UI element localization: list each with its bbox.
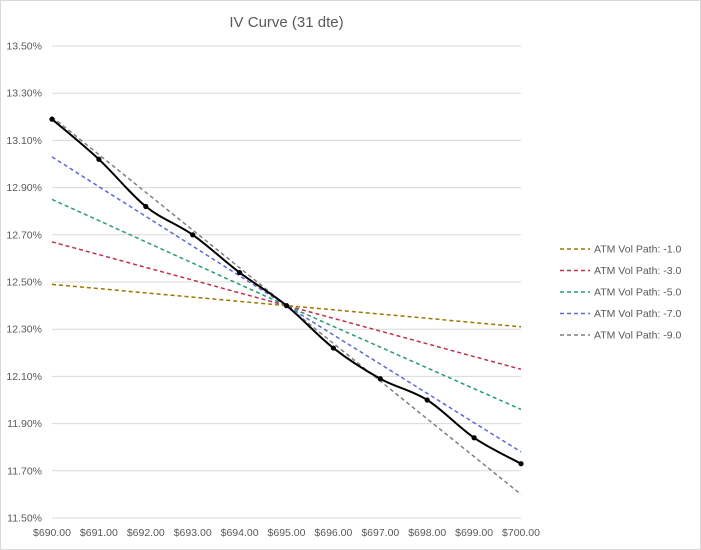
y-tick-label: 12.70% — [6, 229, 42, 241]
x-tick-label: $693.00 — [174, 527, 212, 539]
legend-label: ATM Vol Path: -3.0 — [594, 265, 682, 277]
x-tick-label: $694.00 — [221, 527, 259, 539]
y-tick-label: 11.50% — [7, 513, 42, 525]
x-axis-tick-labels: $690.00 $691.00 $692.00 $693.00 $694.00 $695.… — [33, 527, 540, 539]
y-tick-label: 12.50% — [6, 277, 42, 289]
iv-curve-point — [471, 435, 477, 441]
iv-curve-point — [49, 116, 55, 122]
y-tick-label: 12.30% — [6, 324, 42, 336]
y-tick-label: 13.50% — [6, 41, 42, 53]
x-tick-label: $695.00 — [268, 527, 306, 539]
legend-label: ATM Vol Path: -5.0 — [594, 287, 682, 299]
series-line-3 — [51, 198, 522, 411]
x-tick-label: $696.00 — [314, 527, 352, 539]
legend-label: ATM Vol Path: -9.0 — [594, 330, 682, 342]
iv-curve-point — [283, 303, 290, 309]
x-tick-label: $698.00 — [408, 527, 446, 539]
y-tick-label: 12.90% — [6, 182, 42, 194]
iv-curve-point — [237, 269, 243, 276]
iv-curve-point — [518, 461, 524, 467]
gridlines — [52, 45, 521, 519]
legend: ATM Vol Path: -1.0 ATM Vol Path: -3.0 ATM … — [560, 244, 682, 342]
x-tick-label: $691.00 — [80, 527, 118, 539]
iv-curve-point — [424, 397, 430, 403]
iv-curve-point — [143, 203, 149, 210]
x-tick-label: $700.00 — [502, 527, 540, 539]
y-tick-label: 13.30% — [6, 88, 42, 100]
iv-curve-point — [377, 376, 383, 382]
x-tick-label: $699.00 — [455, 527, 493, 539]
legend-label: ATM Vol Path: -7.0 — [594, 308, 682, 320]
chart-title: IV Curve (31 dte) — [229, 14, 343, 31]
legend-label: ATM Vol Path: -1.0 — [594, 244, 682, 256]
x-tick-label: $697.00 — [361, 527, 399, 539]
y-tick-label: 12.10% — [6, 371, 42, 383]
y-axis-tick-labels: 11.50% 11.70% 11.90% 12.10% 12.30% 12.50% 12.7… — [6, 41, 42, 525]
y-tick-label: 13.10% — [6, 135, 42, 147]
y-tick-label: 11.90% — [7, 418, 42, 430]
series-line-1 — [51, 283, 522, 328]
x-tick-label: $690.00 — [33, 527, 71, 539]
series-line-2 — [51, 241, 522, 371]
iv-curve-point — [190, 232, 196, 238]
iv-curve — [49, 116, 524, 467]
iv-curve-point — [96, 156, 102, 162]
y-tick-label: 11.70% — [7, 465, 42, 477]
x-tick-label: $692.00 — [127, 527, 165, 539]
iv-curve-point — [330, 345, 336, 351]
series-line-4 — [51, 156, 522, 453]
